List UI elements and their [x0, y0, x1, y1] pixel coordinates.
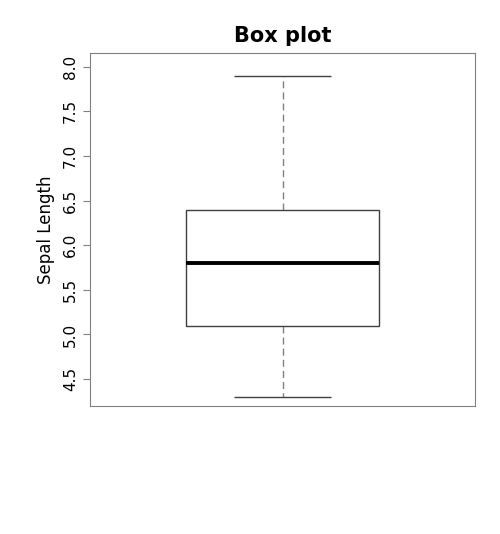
Title: Box plot: Box plot [234, 26, 331, 46]
FancyBboxPatch shape [186, 209, 379, 326]
Y-axis label: Sepal Length: Sepal Length [37, 175, 55, 284]
